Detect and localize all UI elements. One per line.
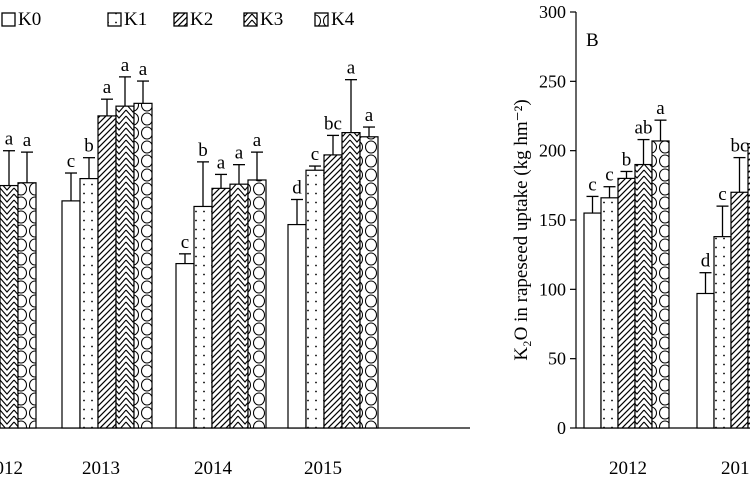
significance-letter-k3-2014: a bbox=[235, 143, 244, 164]
x-tick-label-2013: 2013 bbox=[721, 458, 750, 479]
bar-k2-2013 bbox=[730, 191, 749, 429]
bar-k4-2014 bbox=[247, 179, 267, 429]
bar-k4-2012 bbox=[651, 140, 670, 429]
bar-k3-2013 bbox=[115, 105, 135, 429]
significance-letter-k4-2015: a bbox=[365, 105, 374, 126]
bar-k0-2013 bbox=[61, 200, 81, 429]
legend-label-k1: K1 bbox=[124, 9, 147, 30]
legend-swatch-k0 bbox=[1, 12, 16, 27]
bar-k0-2014 bbox=[175, 262, 195, 429]
bar-k1-2015 bbox=[305, 169, 325, 429]
significance-letter-k3-2013: a bbox=[121, 55, 130, 76]
bar-k4-2013 bbox=[133, 102, 153, 429]
significance-letter-k2-2013: bc bbox=[731, 136, 749, 157]
significance-letter-k1-2012: c bbox=[605, 165, 613, 186]
legend-swatch-k1 bbox=[107, 12, 122, 27]
significance-letter-k0-2013: d bbox=[701, 251, 711, 272]
legend-label-k3: K3 bbox=[260, 9, 283, 30]
significance-letter-k3-2012: a bbox=[5, 129, 14, 150]
significance-letter-k0-2012: c bbox=[588, 174, 596, 195]
bar-k3-2014 bbox=[229, 183, 249, 429]
y-tick-label: 300 bbox=[539, 2, 566, 22]
panel-b-chart: 0501001502002503002012ccbaba2013dcbcb bbox=[539, 2, 750, 479]
significance-letter-k0-2015: d bbox=[292, 177, 302, 198]
bar-k1-2012 bbox=[600, 197, 619, 429]
y-tick-label: 50 bbox=[548, 349, 566, 369]
significance-letter-k4-2014: a bbox=[253, 130, 262, 151]
significance-letter-k0-2014: c bbox=[181, 232, 189, 253]
panel-b-y-axis-label: K₂O in rapeseed uptake (kg hm⁻²) bbox=[511, 99, 532, 360]
bar-k2-2015 bbox=[323, 154, 343, 429]
x-tick-label-2015: 2015 bbox=[304, 458, 342, 479]
bar-k4-2012 bbox=[17, 182, 37, 429]
significance-letter-k2-2014: a bbox=[217, 152, 226, 173]
x-tick-label-2013: 2013 bbox=[82, 458, 120, 479]
bar-k0-2012 bbox=[583, 212, 602, 429]
significance-letter-k2-2013: a bbox=[103, 77, 112, 98]
significance-letter-k3-2012: ab bbox=[635, 118, 653, 139]
x-tick-label-2014: 2014 bbox=[194, 458, 233, 479]
bar-k3-2012 bbox=[634, 163, 653, 429]
significance-letter-k2-2012: b bbox=[622, 149, 632, 170]
bar-k2-2012 bbox=[617, 177, 636, 429]
y-tick-label: 150 bbox=[539, 210, 566, 230]
significance-letter-k1-2014: b bbox=[198, 140, 208, 161]
bar-k1-2013 bbox=[79, 177, 99, 429]
y-tick-label: 100 bbox=[539, 279, 566, 299]
bar-k3-2015 bbox=[341, 132, 361, 429]
x-tick-label-2012: 2012 bbox=[0, 458, 23, 479]
legend-label-k0: K0 bbox=[18, 9, 41, 30]
bar-k2-2013 bbox=[97, 115, 117, 429]
y-tick-label: 250 bbox=[539, 71, 566, 91]
significance-letter-k4-2012: a bbox=[23, 130, 32, 151]
significance-letter-k4-2013: a bbox=[139, 59, 148, 80]
panel-a-chart: 2012aa2013cbaaa2014cbaaa2015dcbcaa bbox=[0, 55, 470, 479]
legend-swatch-k2 bbox=[173, 12, 188, 27]
bar-k2-2014 bbox=[211, 187, 231, 429]
bar-k3-2012 bbox=[0, 184, 19, 429]
legend: K0 K1 K2 K3 K4 bbox=[1, 9, 355, 30]
significance-letter-k0-2013: c bbox=[67, 151, 75, 172]
x-tick-label-2012: 2012 bbox=[609, 458, 647, 479]
bar-k0-2015 bbox=[287, 223, 307, 429]
bar-k3-2013 bbox=[747, 143, 750, 429]
significance-letter-k1-2013: b bbox=[84, 136, 94, 157]
bar-k4-2015 bbox=[359, 136, 379, 429]
significance-letter-k4-2012: a bbox=[656, 98, 665, 119]
significance-letter-k1-2013: c bbox=[718, 184, 726, 205]
y-tick-label: 0 bbox=[557, 418, 566, 438]
panel-b-label: B bbox=[586, 30, 599, 51]
legend-swatch-k4 bbox=[314, 12, 329, 27]
legend-label-k4: K4 bbox=[331, 9, 355, 30]
bar-k1-2013 bbox=[713, 236, 732, 429]
legend-label-k2: K2 bbox=[190, 9, 213, 30]
legend-swatch-k3 bbox=[243, 12, 258, 27]
significance-letter-k3-2015: a bbox=[347, 58, 356, 79]
significance-letter-k1-2015: c bbox=[311, 144, 319, 165]
y-tick-label: 200 bbox=[539, 141, 566, 161]
significance-letter-k2-2015: bc bbox=[324, 113, 342, 134]
bar-k0-2013 bbox=[696, 292, 715, 429]
bar-k1-2014 bbox=[193, 205, 213, 429]
